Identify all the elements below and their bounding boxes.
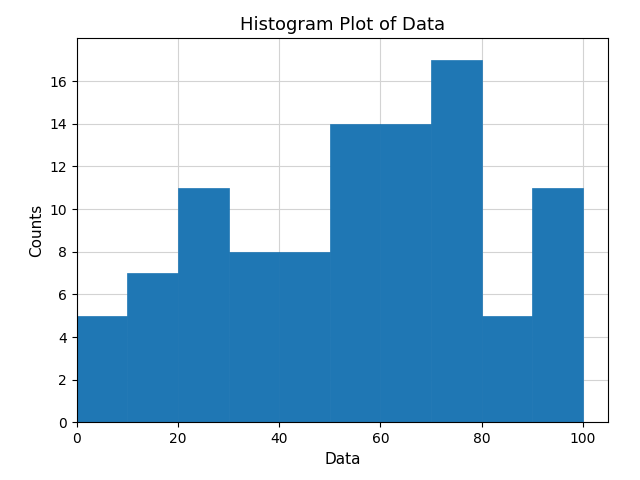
Bar: [532, 188, 582, 422]
Bar: [77, 316, 127, 422]
Bar: [481, 316, 532, 422]
Bar: [127, 273, 178, 422]
Title: Histogram Plot of Data: Histogram Plot of Data: [240, 16, 445, 34]
Bar: [228, 252, 279, 422]
Bar: [380, 124, 431, 422]
Y-axis label: Counts: Counts: [29, 204, 44, 257]
Bar: [279, 252, 330, 422]
Bar: [178, 188, 228, 422]
Bar: [330, 124, 380, 422]
Bar: [431, 60, 481, 422]
X-axis label: Data: Data: [324, 452, 361, 467]
